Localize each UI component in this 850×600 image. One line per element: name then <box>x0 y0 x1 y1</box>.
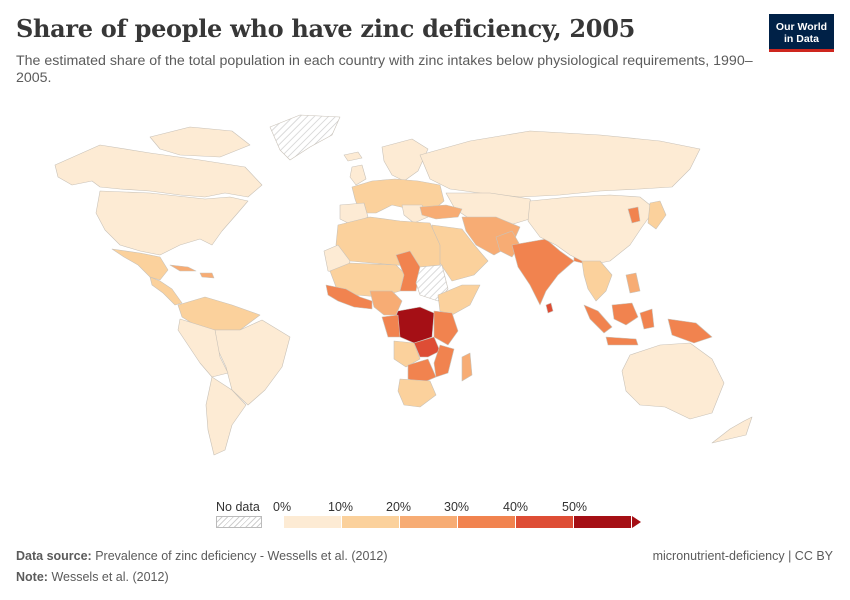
chart-title: Share of people who have zinc deficiency… <box>16 14 635 43</box>
note: Note: Wessels et al. (2012) <box>16 570 169 584</box>
region-zimbabwe-botswana <box>407 358 437 384</box>
legend-no-data-label: No data <box>216 500 260 514</box>
region-sri-lanka <box>545 302 554 314</box>
legend-tick-20: 20% <box>386 500 412 514</box>
legend-tick-0: 0% <box>273 500 292 514</box>
legend-bin-10-20[interactable] <box>342 516 400 528</box>
region-ethiopia-horn <box>437 284 481 316</box>
region-mexico <box>111 248 169 281</box>
chart-subtitle: The estimated share of the total populat… <box>16 53 753 86</box>
legend-arrow <box>632 516 641 528</box>
region-hispaniola <box>199 272 215 279</box>
logo-line-2: in Data <box>783 33 819 45</box>
region-sulawesi <box>639 308 655 330</box>
region-cuba <box>169 264 197 272</box>
region-new-guinea <box>667 318 713 344</box>
data-source: Data source: Prevalence of zinc deficien… <box>16 549 387 563</box>
region-sumatra <box>583 304 613 334</box>
legend-bin-30-40[interactable] <box>458 516 516 528</box>
region-central-america <box>149 276 183 306</box>
legend-color-bar[interactable] <box>284 516 632 528</box>
region-russia <box>419 130 701 198</box>
region-mainland-southeast-asia <box>581 260 613 302</box>
region-north-africa <box>335 216 441 268</box>
legend-bin-50-plus[interactable] <box>574 516 632 528</box>
region-brazil <box>214 319 291 406</box>
region-chad <box>395 250 421 292</box>
legend-bin-40-50[interactable] <box>516 516 574 528</box>
chart-slug-license[interactable]: micronutrient-deficiency | CC BY <box>652 549 833 563</box>
region-canada-alaska <box>54 144 263 198</box>
region-india <box>511 238 575 306</box>
legend-tick-40: 40% <box>503 500 529 514</box>
region-angola <box>393 340 421 368</box>
region-southern-cone <box>205 376 247 456</box>
legend-tick-50: 50% <box>562 500 588 514</box>
region-scandinavia <box>381 138 429 182</box>
region-iceland <box>343 151 363 162</box>
region-china <box>527 194 656 266</box>
region-south-africa <box>397 378 437 408</box>
region-zambia <box>413 336 441 358</box>
region-nigeria-cameroon <box>369 290 403 316</box>
region-sudan <box>415 264 449 302</box>
region-east-africa <box>433 310 459 346</box>
note-label: Note: <box>16 570 48 584</box>
region-madagascar <box>461 352 473 382</box>
region-turkey <box>419 204 463 220</box>
legend-no-data-swatch[interactable] <box>216 516 262 528</box>
region-united-states <box>95 190 249 256</box>
region-korea <box>627 206 641 224</box>
note-text: Wessels et al. (2012) <box>51 570 169 584</box>
region-west-africa-coast <box>325 284 373 310</box>
legend-tick-30: 30% <box>444 500 470 514</box>
region-java <box>605 336 639 346</box>
region-new-zealand <box>711 416 753 444</box>
owid-logo[interactable]: Our World in Data <box>769 14 834 52</box>
region-borneo <box>611 302 639 326</box>
region-australia <box>621 342 725 420</box>
world-map[interactable] <box>0 105 850 500</box>
legend-bin-20-30[interactable] <box>400 516 458 528</box>
region-uk-ireland <box>349 164 367 186</box>
data-source-link[interactable]: Prevalence of zinc deficiency - Wessells… <box>95 549 388 563</box>
logo-line-1: Our World <box>775 21 828 33</box>
region-greenland <box>269 114 341 161</box>
legend-bin-0-10[interactable] <box>284 516 342 528</box>
region-japan <box>647 200 667 230</box>
region-philippines <box>625 272 641 294</box>
region-arctic-islands <box>149 126 251 158</box>
region-mozambique <box>433 344 455 378</box>
region-central-africa-west <box>381 314 401 338</box>
legend-tick-10: 10% <box>328 500 354 514</box>
data-source-label: Data source: <box>16 549 92 563</box>
